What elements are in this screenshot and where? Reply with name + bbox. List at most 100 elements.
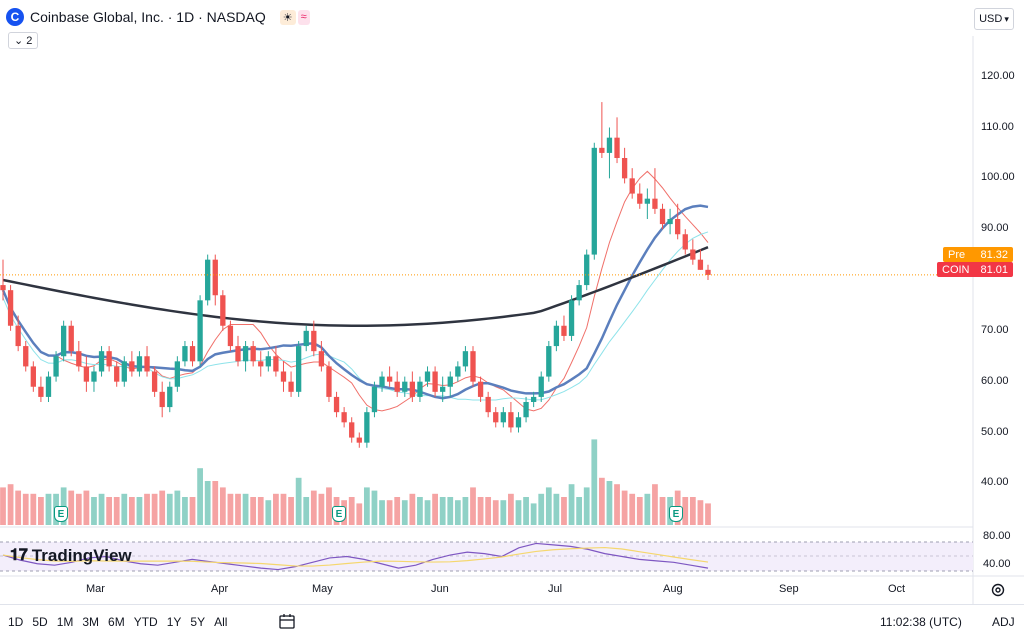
range-button-ytd[interactable]: YTD (133, 615, 158, 629)
volume-bar (38, 497, 44, 525)
watermark-text: TradingView (31, 546, 132, 565)
range-button-1y[interactable]: 1Y (166, 615, 182, 629)
volume-bar (515, 500, 522, 525)
candle-body (440, 386, 446, 392)
volume-bar (166, 493, 173, 525)
volume-bar (409, 493, 416, 525)
candle-body (136, 356, 143, 372)
candle-body (349, 422, 355, 438)
volume-bar (545, 487, 552, 525)
range-button-1m[interactable]: 1M (56, 615, 74, 629)
candle-body (379, 376, 385, 387)
range-button-5d[interactable]: 5D (32, 615, 48, 629)
volume-bar (439, 497, 446, 525)
currency-label: USD (979, 13, 1003, 25)
candle-body (242, 346, 249, 362)
volume-bar (379, 500, 385, 525)
currency-button[interactable]: USD ▾ (974, 8, 1014, 30)
volume-bar (288, 497, 294, 525)
volume-bar (508, 493, 514, 525)
market-session-sun-icon[interactable]: ☀ (279, 9, 296, 25)
candle-body (402, 381, 408, 392)
volume-bar (212, 481, 219, 525)
candle-body (303, 330, 309, 347)
candle-body (424, 371, 431, 382)
adj-button[interactable]: ADJ (992, 615, 1015, 629)
volume-bar (197, 468, 203, 525)
volume-bar (348, 497, 355, 525)
candle-body (432, 371, 438, 392)
candle-body (394, 381, 400, 392)
candle-body (371, 386, 378, 413)
volume-bar (477, 497, 484, 525)
volume-bar (523, 497, 529, 525)
candle-body (45, 376, 52, 397)
candle-body (386, 376, 393, 382)
candle-body (462, 351, 469, 367)
candle-body (508, 412, 514, 428)
candle-body (409, 381, 416, 397)
candle-body (144, 356, 150, 372)
market-session-wave-icon[interactable]: ≈ (297, 9, 310, 25)
candle-body (690, 249, 696, 260)
range-button-6m[interactable]: 6M (108, 615, 125, 629)
chart-header: C Coinbase Global, Inc. · 1D · NASDAQ ☀ … (0, 0, 1024, 56)
earnings-marker-icon[interactable]: E (669, 506, 683, 522)
volume-bar (394, 497, 401, 525)
volume-bar (454, 500, 461, 525)
candle-body (546, 346, 552, 377)
candle-body (30, 366, 36, 387)
volume-bar (424, 500, 431, 525)
time-axis-month: Mar (86, 583, 105, 595)
volume-bar (280, 493, 287, 525)
candle-body (174, 361, 181, 387)
symbol-info[interactable]: C Coinbase Global, Inc. · 1D · NASDAQ ☀ … (6, 8, 310, 26)
indicators-collapse-button[interactable]: ⌄ 2 (8, 32, 39, 49)
price-axis-label: 50.00 (981, 425, 1009, 438)
range-button-all[interactable]: All (214, 615, 228, 629)
range-button-5y[interactable]: 5Y (190, 615, 206, 629)
volume-bar (606, 481, 613, 525)
volume-bar (144, 493, 150, 525)
symbol-title[interactable]: Coinbase Global, Inc. · 1D · NASDAQ (30, 9, 266, 25)
time-axis-month: Apr (211, 583, 229, 595)
volume-bar (159, 490, 166, 525)
volume-bar (470, 487, 476, 525)
volume-bar (363, 487, 370, 525)
volume-bar (303, 497, 310, 525)
time-axis-month: Jul (548, 583, 563, 595)
candle-body (470, 351, 476, 382)
candle-body (599, 147, 605, 153)
volume-bar (242, 493, 249, 525)
gear-icon[interactable] (990, 582, 1006, 598)
volume-bar (568, 484, 575, 525)
candle-body (614, 137, 620, 158)
time-axis-month: Sep (779, 583, 799, 595)
candle-body (591, 147, 597, 255)
volume-bar (621, 490, 628, 525)
last-value: 81.01 (980, 263, 1008, 276)
volume-bar (106, 497, 113, 525)
candle-body (114, 366, 120, 382)
range-button-1d[interactable]: 1D (8, 615, 24, 629)
price-axis-label: 110.00 (981, 120, 1014, 133)
range-button-3m[interactable]: 3M (82, 615, 100, 629)
candle-body (189, 346, 196, 362)
volume-bar (530, 503, 537, 525)
tradingview-logo-icon: 𝟏𝟕 (10, 547, 28, 564)
price-axis-label: 100.00 (981, 171, 1015, 184)
candle-body (364, 412, 370, 443)
price-chart[interactable] (0, 0, 1024, 604)
volume-bar (629, 493, 636, 525)
time-axis-month: Jun (431, 583, 449, 595)
candle-body (295, 346, 302, 392)
utc-clock[interactable]: 11:02:38 (UTC) (880, 615, 962, 629)
volume-bar (652, 484, 658, 525)
time-axis-month: May (312, 583, 333, 595)
calendar-icon[interactable] (278, 612, 296, 630)
earnings-marker-icon[interactable]: E (332, 506, 346, 522)
earnings-marker-icon[interactable]: E (54, 506, 68, 522)
candle-body (151, 371, 158, 392)
candle-body (523, 402, 529, 418)
candle-body (76, 351, 82, 367)
